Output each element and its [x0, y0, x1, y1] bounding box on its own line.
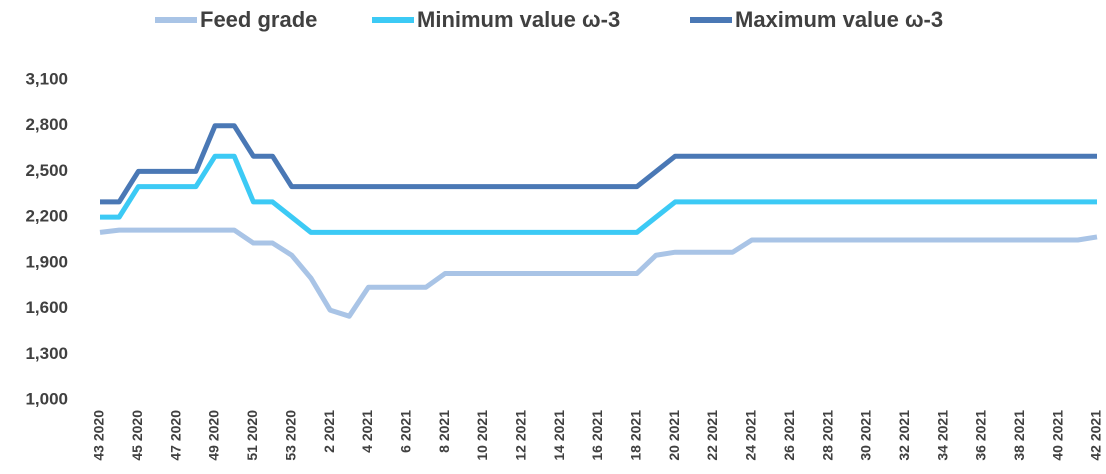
x-tick-label: 38 2021	[1011, 410, 1027, 461]
y-tick-label: 1,600	[25, 298, 68, 317]
x-tick-label: 16 2021	[589, 410, 605, 461]
x-tick-label: 32 2021	[896, 410, 912, 461]
x-tick-label: 2 2021	[321, 410, 337, 453]
y-tick-label: 1,000	[25, 389, 68, 408]
x-tick-label: 18 2021	[628, 410, 644, 461]
x-tick-label: 43 2020	[91, 410, 107, 461]
x-tick-label: 42 2021	[1088, 410, 1104, 461]
series-line	[100, 153, 1097, 235]
x-tick-label: 28 2021	[819, 410, 835, 461]
x-tick-label: 45 2020	[129, 410, 145, 461]
y-tick-label: 2,500	[25, 161, 68, 180]
series-line	[99, 227, 1098, 319]
y-tick-label: 2,800	[25, 115, 68, 134]
y-tick-label: 2,200	[25, 207, 68, 226]
x-tick-label: 6 2021	[397, 410, 413, 453]
x-tick-label: 53 2020	[282, 410, 298, 461]
x-tick-label: 22 2021	[704, 410, 720, 461]
x-tick-label: 26 2021	[781, 410, 797, 461]
x-tick-label: 40 2021	[1049, 410, 1065, 461]
x-tick-label: 34 2021	[934, 410, 950, 461]
y-tick-label: 1,900	[25, 252, 68, 271]
legend-label: Maximum value ω-3	[735, 7, 943, 32]
legend-label: Minimum value ω-3	[417, 7, 620, 32]
x-tick-label: 51 2020	[244, 410, 260, 461]
y-tick-label: 1,300	[25, 344, 68, 363]
legend-label: Feed grade	[200, 7, 317, 32]
x-tick-label: 24 2021	[743, 410, 759, 461]
x-tick-label: 47 2020	[167, 410, 183, 461]
x-tick-label: 4 2021	[359, 410, 375, 453]
x-tick-label: 36 2021	[973, 410, 989, 461]
x-tick-label: 30 2021	[858, 410, 874, 461]
x-tick-label: 8 2021	[436, 410, 452, 453]
x-tick-label: 14 2021	[551, 410, 567, 461]
series-line	[100, 123, 1097, 205]
x-tick-label: 49 2020	[206, 410, 222, 461]
x-tick-label: 10 2021	[474, 410, 490, 461]
y-tick-label: 3,100	[25, 69, 68, 88]
x-tick-label: 20 2021	[666, 410, 682, 461]
x-tick-label: 12 2021	[513, 410, 529, 461]
